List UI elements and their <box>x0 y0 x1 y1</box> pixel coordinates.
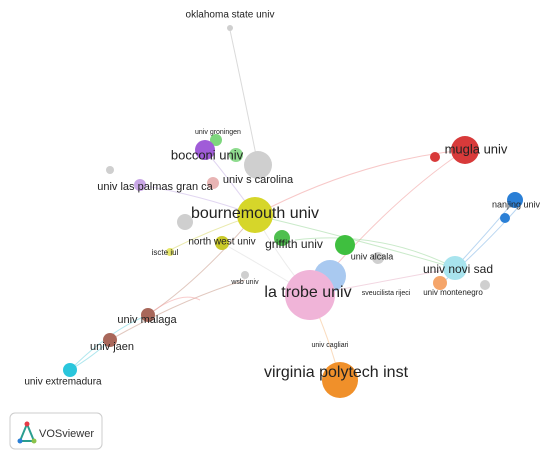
node-label: univ s carolina <box>223 174 294 186</box>
node-label: univ jaen <box>90 341 134 353</box>
edge <box>147 214 256 316</box>
node-label: griffith univ <box>265 237 323 251</box>
logo-icon <box>24 421 30 427</box>
edge <box>454 199 516 269</box>
node <box>177 214 193 230</box>
edge <box>294 237 456 269</box>
node <box>63 363 77 377</box>
node <box>430 152 440 162</box>
node-label: virginia polytech inst <box>264 364 409 381</box>
edge <box>147 296 201 316</box>
node <box>451 136 479 164</box>
nodes <box>63 25 523 398</box>
node-label: univ groningen <box>195 129 241 136</box>
node <box>207 177 219 189</box>
node-label: bournemouth univ <box>191 205 319 222</box>
node-label: iscte iul <box>152 248 179 257</box>
node <box>443 256 467 280</box>
node-label: univ alcala <box>351 251 394 261</box>
node-label: univ cagliari <box>312 342 349 349</box>
node-label: la trobe univ <box>264 284 351 301</box>
edge <box>254 149 466 216</box>
node-label: wsb univ <box>230 279 259 286</box>
node-label: univ malaga <box>117 314 177 326</box>
node <box>166 248 174 256</box>
node-label: univ montenegro <box>423 288 483 297</box>
node <box>372 252 384 264</box>
logo-text: VOSviewer <box>39 428 94 440</box>
edge <box>109 279 246 341</box>
node <box>480 280 490 290</box>
node <box>244 151 272 179</box>
node-label: mugla univ <box>445 141 508 156</box>
labels: oklahoma state univ univ groningen bocco… <box>24 10 540 388</box>
node <box>241 271 249 279</box>
node <box>285 270 335 320</box>
logo: VOSviewer <box>9 412 103 450</box>
node <box>141 308 155 322</box>
node <box>134 179 146 191</box>
node <box>215 236 229 250</box>
node <box>106 166 114 174</box>
edge <box>229 29 259 166</box>
node-label: north west univ <box>188 237 255 248</box>
node <box>500 213 510 223</box>
edge <box>254 214 456 269</box>
node <box>433 276 447 290</box>
node-label: bocconi univ <box>171 147 244 162</box>
node <box>322 362 358 398</box>
node <box>103 333 117 347</box>
logo-icon <box>18 421 36 442</box>
node <box>195 140 215 160</box>
node <box>210 134 222 146</box>
node-label: sveucilista rijeci <box>362 290 411 297</box>
node-label: univ novi sad <box>423 262 493 276</box>
node-label: univ extremadura <box>24 377 102 388</box>
node <box>274 230 290 246</box>
node-label: oklahoma state univ <box>186 10 275 21</box>
node <box>229 148 243 162</box>
logo-icon <box>17 438 23 444</box>
node <box>335 235 355 255</box>
node-label: univ las palmas gran ca <box>97 181 213 193</box>
node <box>227 25 233 31</box>
node <box>507 192 523 208</box>
node <box>237 197 273 233</box>
logo-icon <box>31 438 37 444</box>
node-label: nanjing univ <box>492 199 541 209</box>
